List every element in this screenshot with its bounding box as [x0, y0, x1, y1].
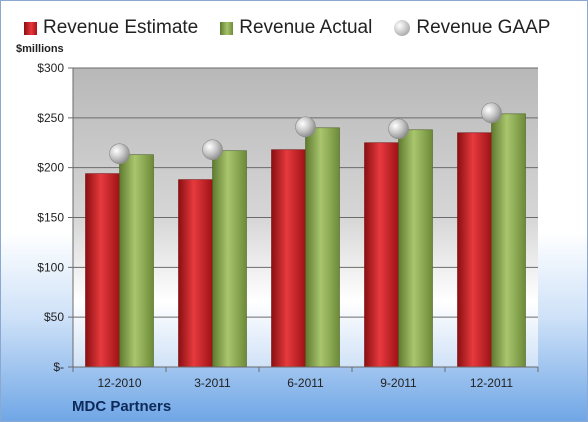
bar-revenue-actual — [491, 113, 526, 368]
marker-revenue-gaap — [202, 139, 223, 161]
legend-item-gaap: Revenue GAAP — [394, 17, 550, 39]
y-tick-label: $100 — [37, 260, 64, 274]
legend-swatch-actual — [220, 21, 234, 35]
bar-revenue-estimate — [271, 149, 306, 368]
y-tick-label: $- — [53, 360, 64, 374]
marker-revenue-gaap — [481, 102, 502, 124]
legend-label-estimate: Revenue Estimate — [43, 17, 199, 38]
legend-label-actual: Revenue Actual — [239, 17, 373, 38]
legend-item-estimate: Revenue Estimate — [24, 17, 198, 39]
bar-revenue-actual — [212, 150, 247, 368]
y-axis-unit-label: $millions — [16, 43, 64, 55]
legend-item-actual: Revenue Actual — [220, 17, 372, 39]
bar-revenue-estimate — [364, 142, 399, 368]
marker-revenue-gaap — [388, 118, 409, 140]
legend: Revenue Estimate Revenue Actual Revenue … — [24, 14, 550, 42]
legend-swatch-estimate — [24, 21, 37, 35]
legend-label-gaap: Revenue GAAP — [416, 17, 551, 38]
bar-revenue-actual — [398, 129, 433, 368]
x-tick-label: 12-2011 — [470, 376, 513, 390]
y-tick-label: $150 — [37, 211, 64, 225]
x-tick-label: 9-2011 — [380, 376, 417, 390]
marker-revenue-gaap — [295, 116, 316, 138]
x-tick-label: 3-2011 — [194, 376, 231, 390]
y-tick-label: $300 — [37, 61, 64, 75]
bar-revenue-estimate — [85, 173, 120, 368]
marker-revenue-gaap — [109, 143, 130, 165]
y-tick-label: $50 — [44, 310, 64, 324]
bar-revenue-estimate — [457, 132, 492, 368]
bar-revenue-actual — [119, 154, 154, 368]
y-tick-label: $200 — [37, 161, 64, 175]
x-tick-label: 6-2011 — [287, 376, 324, 390]
x-tick-label: 12-2010 — [97, 376, 141, 390]
bar-revenue-estimate — [178, 179, 213, 368]
y-tick-label: $250 — [37, 111, 64, 125]
company-name: MDC Partners — [72, 398, 172, 415]
bar-revenue-actual — [305, 127, 340, 368]
legend-swatch-gaap — [394, 20, 411, 36]
